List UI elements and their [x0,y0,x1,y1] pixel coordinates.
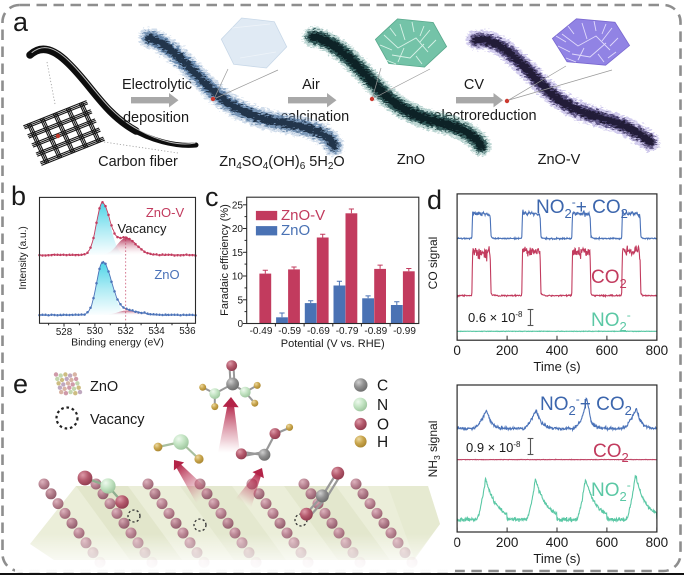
svg-text:20: 20 [232,224,244,235]
svg-text:CV: CV [464,77,484,93]
svg-text:600: 600 [596,535,619,550]
svg-text:5: 5 [237,295,243,306]
svg-text:deposition: deposition [123,110,189,126]
svg-text:d: d [427,185,442,215]
svg-text:-0.59: -0.59 [278,326,301,337]
svg-text:-0.79: -0.79 [336,326,359,337]
svg-text:Vacancy: Vacancy [90,412,145,428]
svg-text:0: 0 [237,319,243,330]
svg-text:Zn4SO4(OH)6 5H2O: Zn4SO4(OH)6 5H2O [219,154,344,172]
svg-text:0: 0 [453,535,461,550]
svg-text:15: 15 [232,248,244,259]
svg-text:ZnO-V: ZnO-V [146,205,185,220]
svg-text:534: 534 [148,326,165,337]
svg-text:800: 800 [646,343,669,358]
svg-text:Vacancy: Vacancy [118,221,167,236]
svg-text:CO signal: CO signal [426,237,440,290]
svg-text:Intensity (a.u.): Intensity (a.u.) [18,226,29,289]
svg-text:ZnO: ZnO [281,222,310,239]
svg-text:-0.49: -0.49 [250,326,273,337]
svg-text:0.9 × 10-8: 0.9 × 10-8 [466,440,521,455]
svg-text:25: 25 [232,200,244,211]
svg-text:400: 400 [546,343,569,358]
svg-text:c: c [205,182,219,212]
svg-text:-0.99: -0.99 [393,326,416,337]
svg-text:N: N [377,397,388,414]
svg-text:ZnO: ZnO [154,267,179,282]
svg-text:200: 200 [496,343,519,358]
svg-text:ZnO-V: ZnO-V [538,152,581,168]
svg-text:536: 536 [179,326,196,337]
svg-text:Air: Air [302,77,320,93]
svg-text:600: 600 [596,343,619,358]
svg-text:532: 532 [118,326,134,337]
svg-text:CO2: CO2 [591,267,627,291]
svg-text:400: 400 [546,535,569,550]
svg-text:a: a [13,7,29,37]
svg-text:ZnO: ZnO [90,379,118,395]
svg-text:Carbon fiber: Carbon fiber [98,154,178,170]
svg-text:Time (s): Time (s) [533,359,580,374]
svg-text:Potential (V vs. RHE): Potential (V vs. RHE) [281,338,385,350]
svg-text:200: 200 [496,535,519,550]
svg-text:800: 800 [646,535,669,550]
svg-text:e: e [13,369,28,399]
svg-text:ZnO: ZnO [397,152,425,168]
svg-text:b: b [11,181,26,211]
svg-text:C: C [377,378,388,395]
svg-text:NH3 signal: NH3 signal [426,421,442,478]
svg-text:-0.89: -0.89 [364,326,387,337]
svg-text:-0.69: -0.69 [307,326,330,337]
svg-text:530: 530 [87,326,104,337]
svg-text:Faradaic efficiency (%): Faradaic efficiency (%) [219,204,231,316]
svg-text:ZnO-V: ZnO-V [281,207,325,224]
svg-text:528: 528 [56,327,73,338]
svg-text:10: 10 [232,272,244,283]
svg-text:NO2-+ CO2: NO2-+ CO2 [540,392,632,418]
svg-text:0: 0 [453,343,461,358]
svg-text:H: H [377,434,388,451]
svg-text:Binding energy (eV): Binding energy (eV) [71,337,164,349]
svg-text:NO2-+ CO2: NO2-+ CO2 [536,195,628,221]
svg-text:O: O [377,417,389,434]
svg-text:Electrolytic: Electrolytic [122,77,192,93]
svg-text:Time (s): Time (s) [533,551,580,566]
svg-text:0.6 × 10-8: 0.6 × 10-8 [468,310,523,325]
